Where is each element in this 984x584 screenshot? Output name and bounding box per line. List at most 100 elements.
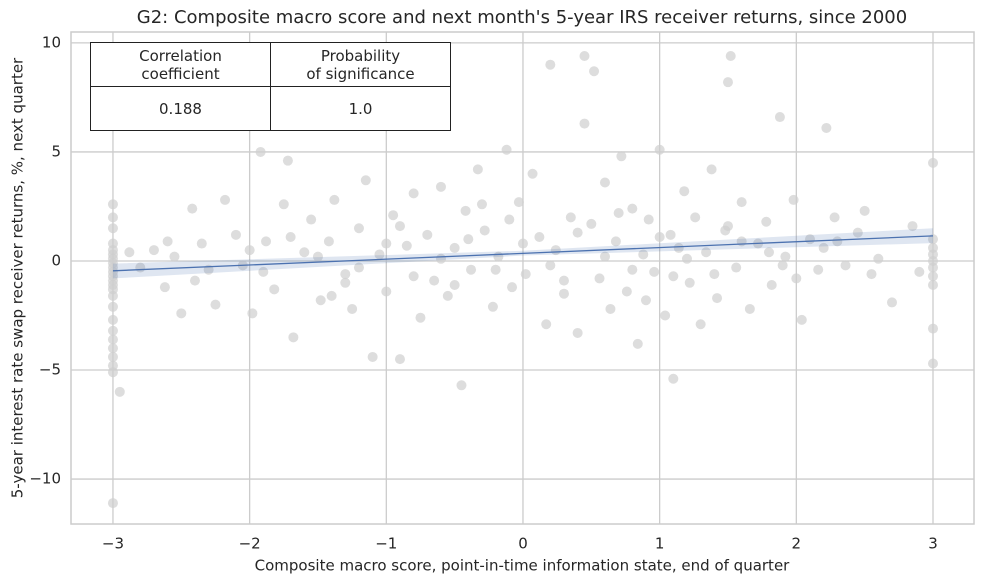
scatter-point	[907, 221, 918, 232]
scatter-point	[315, 295, 326, 306]
scatter-point	[927, 323, 938, 334]
scatter-point	[210, 299, 221, 310]
scatter-point	[643, 214, 654, 225]
scatter-point	[579, 118, 590, 129]
scatter-point	[435, 181, 446, 192]
x-tick-label: 3	[928, 535, 938, 553]
scatter-point	[520, 269, 531, 280]
scatter-point	[731, 262, 742, 273]
scatter-point	[927, 234, 938, 245]
scatter-point	[329, 194, 340, 205]
scatter-point	[927, 271, 938, 282]
scatter-point	[621, 286, 632, 297]
scatter-point	[690, 212, 701, 223]
scatter-point	[278, 199, 289, 210]
scatter-point	[504, 214, 515, 225]
scatter-point	[679, 186, 690, 197]
scatter-point	[247, 308, 258, 319]
scatter-point	[422, 229, 433, 240]
scatter-point	[220, 194, 231, 205]
scatter-point	[605, 303, 616, 314]
value-cell: 1.0	[270, 86, 451, 131]
scatter-point	[261, 236, 272, 247]
scatter-point	[340, 269, 351, 280]
scatter-point	[927, 279, 938, 290]
scatter-point	[408, 188, 419, 199]
scatter-point	[558, 275, 569, 286]
scatter-point	[189, 275, 200, 286]
scatter-point	[665, 229, 676, 240]
scatter-point	[527, 168, 538, 179]
scatter-point	[616, 151, 627, 162]
x-tick-label: −2	[239, 535, 261, 553]
scatter-point	[487, 301, 498, 312]
plot-frame	[70, 31, 975, 525]
value-cell: 0.188	[90, 86, 271, 131]
scatter-point	[673, 242, 684, 253]
scatter-point	[777, 260, 788, 271]
scatter-point	[353, 223, 364, 234]
x-tick-label: −3	[102, 535, 124, 553]
scatter-point	[638, 249, 649, 260]
scatter-point	[668, 271, 679, 282]
scatter-point	[744, 303, 755, 314]
y-tick-label: 5	[51, 142, 61, 160]
scatter-point	[381, 286, 392, 297]
scatter-point	[107, 334, 118, 345]
scatter-point	[374, 249, 385, 260]
scatter-point	[107, 351, 118, 362]
scatter-point	[565, 212, 576, 223]
scatter-point	[589, 66, 600, 77]
scatter-point	[706, 164, 717, 175]
scatter-point	[791, 273, 802, 284]
scatter-point	[442, 290, 453, 301]
scatter-point	[408, 271, 419, 282]
scatter-point	[873, 253, 884, 264]
y-tick-label: −10	[29, 470, 61, 488]
scatter-point	[285, 232, 296, 242]
scatter-point	[107, 223, 118, 234]
scatter-point	[479, 225, 490, 236]
scatter-point	[162, 236, 173, 247]
scatter-point	[534, 232, 545, 242]
scatter-point	[490, 264, 501, 275]
scatter-point	[627, 264, 638, 275]
scatter-point	[660, 310, 671, 321]
scatter-point	[148, 245, 159, 256]
scatter-point	[886, 297, 897, 308]
scatter-point	[712, 293, 723, 304]
scatter-point	[449, 279, 460, 290]
x-tick-label: 0	[518, 535, 528, 553]
scatter-point	[107, 290, 118, 301]
scatter-point	[107, 498, 118, 509]
scatter-point	[701, 247, 712, 258]
scatter-point	[927, 358, 938, 369]
scatter-point	[572, 327, 583, 338]
scatter-point	[840, 260, 851, 271]
scatter-point	[415, 312, 426, 323]
scatter-point	[507, 282, 518, 293]
scatter-point	[466, 264, 477, 275]
scatter-point	[394, 354, 405, 365]
scatter-point	[681, 253, 692, 264]
scatter-point	[114, 386, 125, 397]
header-line: Correlation	[139, 46, 222, 65]
scatter-point	[353, 262, 364, 273]
scatter-point	[388, 210, 399, 221]
scatter-point	[107, 314, 118, 325]
x-tick-label: 2	[792, 535, 802, 553]
scatter-point	[107, 212, 118, 223]
scatter-point	[282, 155, 293, 166]
scatter-point	[159, 282, 170, 293]
scatter-point	[684, 277, 695, 288]
scatter-point	[852, 227, 863, 238]
scatter-point	[640, 295, 651, 306]
scatter-point	[774, 112, 785, 123]
scatter-point	[501, 144, 512, 155]
scatter-point	[456, 380, 467, 391]
scatter-point	[394, 221, 405, 232]
scatter-point	[722, 221, 733, 232]
scatter-point	[401, 240, 412, 251]
regression-line	[112, 235, 934, 272]
